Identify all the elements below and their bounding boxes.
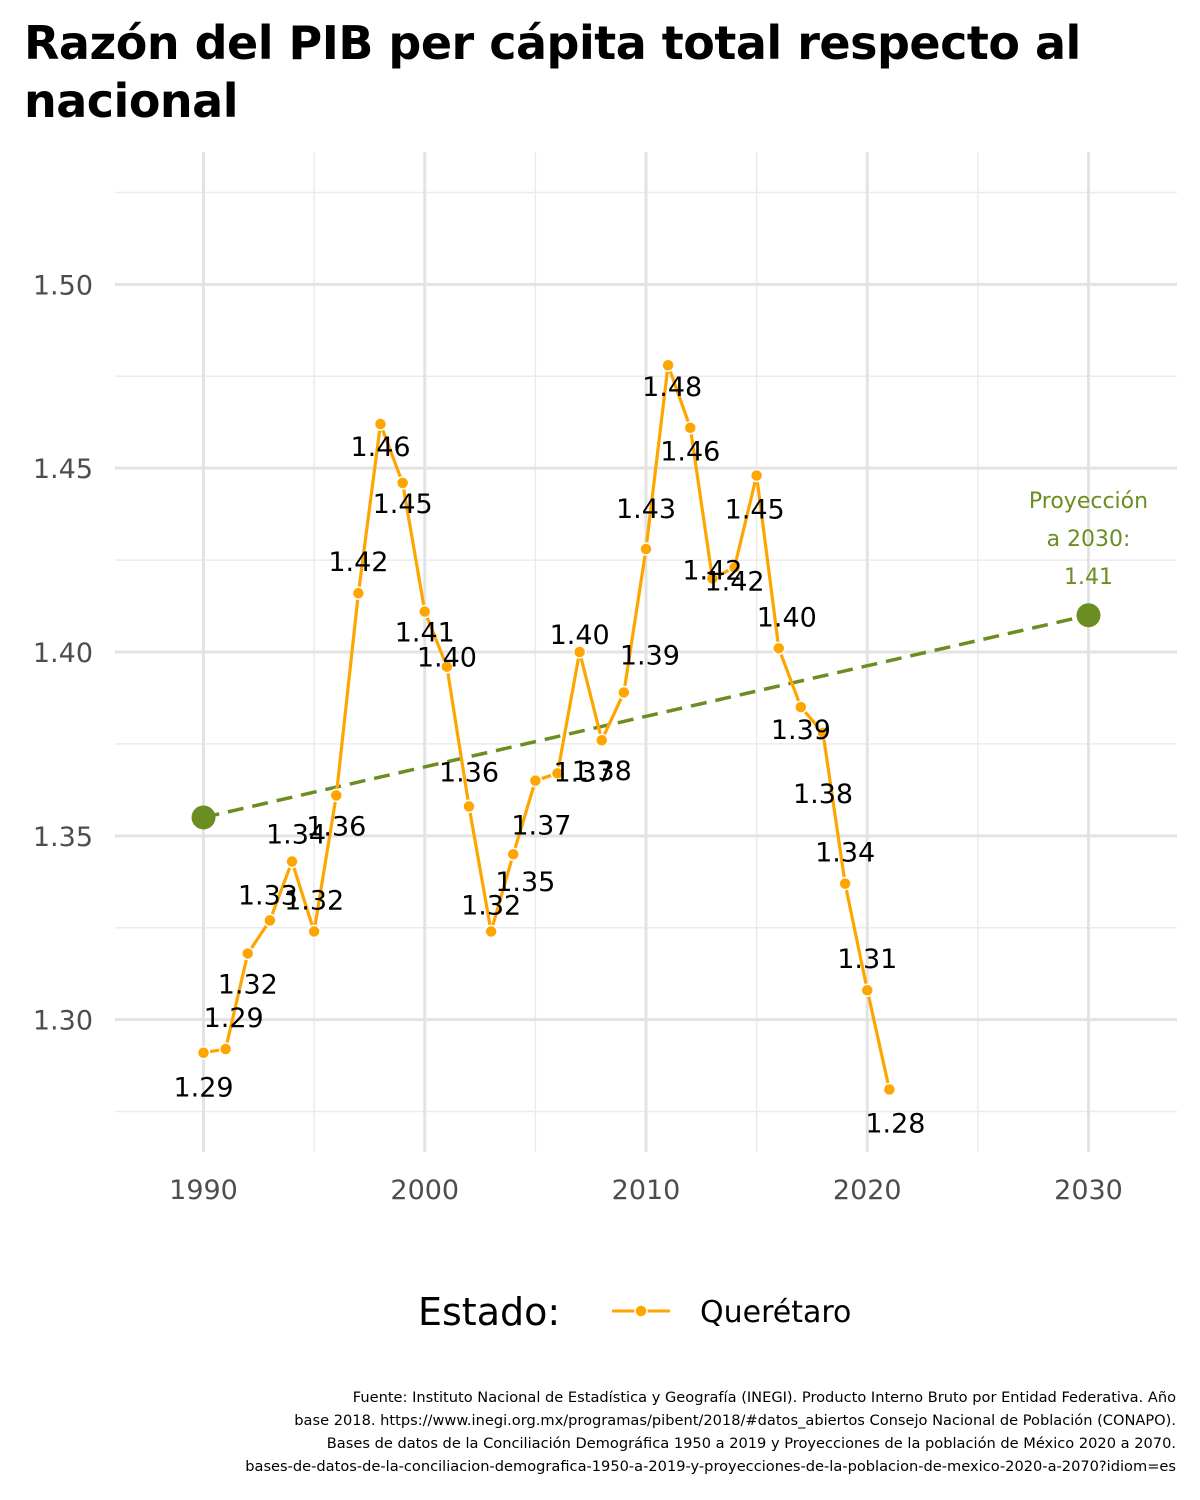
data-labels: 1.291.291.321.331.341.321.361.421.461.45… <box>173 372 925 1139</box>
data-point <box>506 847 520 861</box>
data-point <box>816 726 830 740</box>
data-label: 1.29 <box>173 1073 233 1104</box>
data-point <box>196 1045 211 1060</box>
y-axis-ticks: 1.30 1.35 1.40 1.45 1.50 <box>33 270 93 1036</box>
data-label: 1.45 <box>725 495 785 526</box>
projection-annotation-line: Proyección <box>1029 489 1148 514</box>
data-point <box>838 876 852 891</box>
data-label: 1.37 <box>511 811 571 842</box>
data-point <box>395 476 410 490</box>
x-tick-label: 2020 <box>833 1175 902 1206</box>
data-label: 1.32 <box>284 885 344 916</box>
data-label: 1.40 <box>417 643 477 674</box>
data-label: 1.36 <box>439 757 499 788</box>
projection-annotation-line: a 2030: <box>1047 527 1131 552</box>
data-label: 1.29 <box>204 1003 264 1034</box>
chart-title: Razón del PIB per cápita total respecto … <box>24 16 1081 128</box>
data-point <box>218 1042 233 1056</box>
data-point <box>484 924 498 939</box>
projection-line <box>203 613 1089 820</box>
data-point <box>882 1082 897 1097</box>
data-point <box>661 358 675 372</box>
data-label: 1.43 <box>616 494 676 525</box>
x-tick-label: 2030 <box>1054 1175 1123 1206</box>
data-point <box>749 468 764 483</box>
data-label: 1.46 <box>660 437 720 468</box>
data-point <box>307 924 321 939</box>
series-layer <box>191 358 1101 1097</box>
data-point <box>285 854 299 869</box>
data-label: 1.39 <box>771 715 831 746</box>
projection-point <box>1076 603 1101 628</box>
data-point <box>263 913 277 928</box>
data-label: 1.42 <box>704 566 764 597</box>
data-point <box>705 571 720 586</box>
data-point <box>617 685 631 700</box>
data-point <box>639 542 653 556</box>
data-label: 1.48 <box>642 372 702 403</box>
data-point <box>727 560 742 575</box>
data-label: 1.38 <box>572 756 632 787</box>
x-tick-label: 2000 <box>390 1175 459 1206</box>
data-label: 1.40 <box>757 602 817 633</box>
projection-annotation-line: 1.41 <box>1064 565 1113 590</box>
data-label: 1.35 <box>495 867 555 898</box>
data-label: 1.42 <box>328 547 388 578</box>
series-line-queretaro <box>203 363 891 1090</box>
data-point <box>440 659 454 674</box>
data-label: 1.34 <box>815 838 875 869</box>
data-label: 1.37 <box>553 757 613 788</box>
data-label: 1.32 <box>218 969 278 1000</box>
legend-label-queretaro: Querétaro <box>700 1295 851 1330</box>
data-point <box>772 641 786 656</box>
x-tick-label: 1990 <box>169 1175 238 1206</box>
y-tick-label: 1.30 <box>33 1006 93 1037</box>
data-label: 1.46 <box>350 432 410 463</box>
y-tick-label: 1.35 <box>33 822 93 853</box>
data-label: 1.36 <box>306 811 366 842</box>
data-point <box>528 773 543 788</box>
data-point <box>329 788 343 803</box>
data-label: 1.32 <box>461 890 521 921</box>
data-label: 1.41 <box>395 618 455 649</box>
data-point <box>550 766 565 781</box>
projection-annotation: Proyección a 2030: 1.41 <box>1029 489 1148 590</box>
data-label: 1.42 <box>682 555 742 586</box>
data-label: 1.40 <box>550 620 610 651</box>
data-label: 1.34 <box>266 820 326 851</box>
data-point <box>351 586 366 600</box>
legend: Estado: Querétaro <box>418 1290 851 1334</box>
data-point <box>794 700 808 714</box>
caption-line: base 2018. https://www.inegi.org.mx/prog… <box>294 1412 1176 1429</box>
legend-point-key <box>634 1304 648 1318</box>
projection-point <box>191 805 216 830</box>
caption-line: bases-de-datos-de-la-conciliacion-demogr… <box>245 1458 1176 1475</box>
x-tick-label: 2010 <box>612 1175 681 1206</box>
data-label: 1.28 <box>865 1109 925 1140</box>
source-caption: Fuente: Instituto Nacional de Estadístic… <box>0 1386 1176 1478</box>
x-axis-ticks: 1990 2000 2010 2020 2030 <box>169 1175 1123 1206</box>
data-label: 1.38 <box>793 779 853 810</box>
data-point <box>373 417 388 431</box>
data-point <box>572 645 587 659</box>
data-point <box>595 733 609 747</box>
caption-line: Fuente: Instituto Nacional de Estadístic… <box>352 1389 1176 1406</box>
data-label: 1.39 <box>620 640 680 671</box>
legend-title: Estado: <box>418 1290 560 1334</box>
data-point <box>683 420 697 435</box>
y-tick-label: 1.45 <box>33 454 93 485</box>
data-point <box>860 983 874 997</box>
data-label: 1.45 <box>373 489 433 520</box>
y-tick-label: 1.40 <box>33 638 93 669</box>
data-point <box>418 604 432 619</box>
gridlines <box>115 152 1177 1152</box>
caption-line: Bases de datos de la Conciliación Demogr… <box>326 1435 1176 1452</box>
y-tick-label: 1.50 <box>33 270 93 301</box>
data-label: 1.31 <box>837 944 897 975</box>
data-label: 1.33 <box>238 880 298 911</box>
data-point <box>462 799 476 814</box>
data-point <box>241 946 255 961</box>
